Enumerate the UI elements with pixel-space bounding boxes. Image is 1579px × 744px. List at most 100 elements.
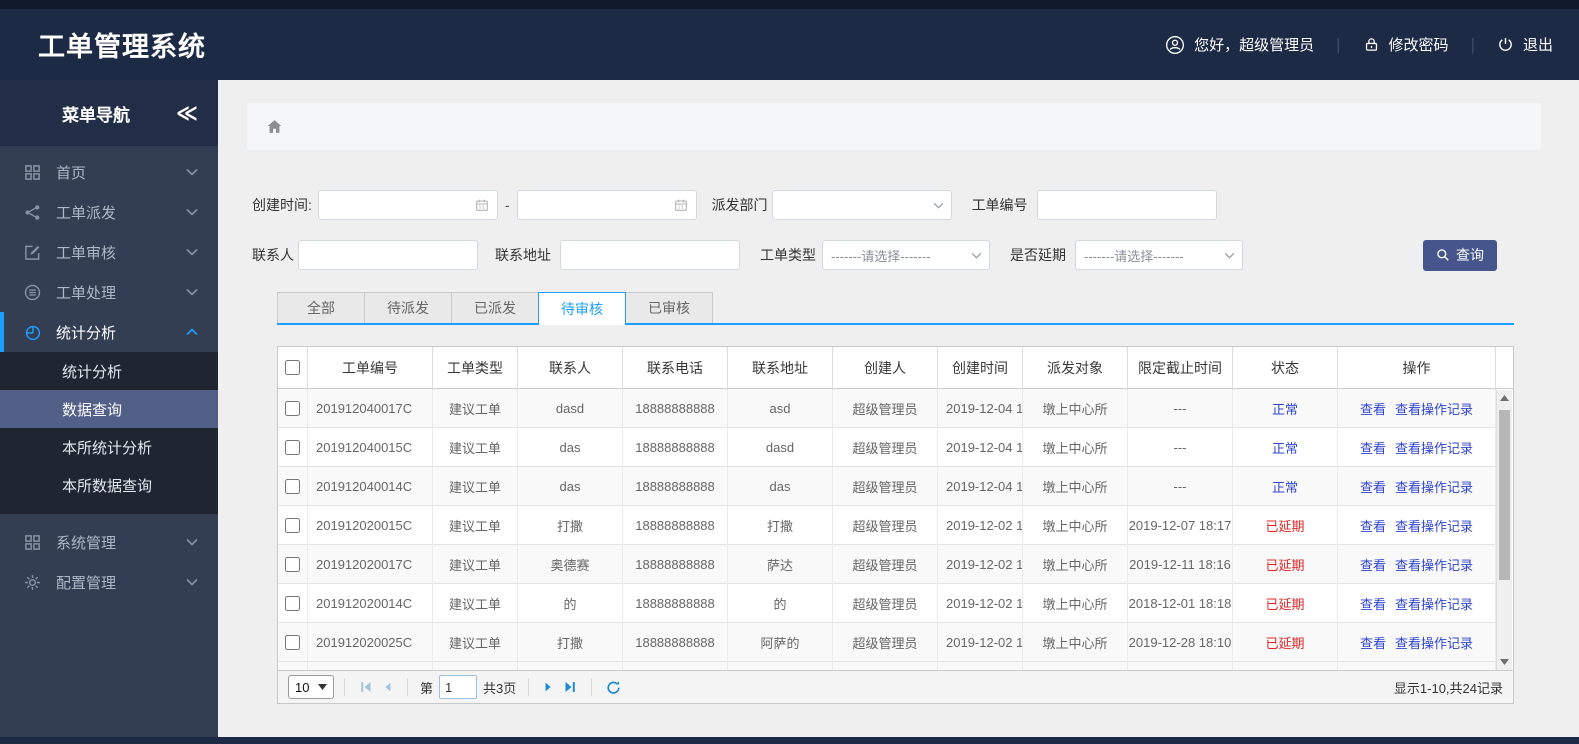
row-checkbox[interactable] (285, 634, 300, 650)
submenu-item-local-data-query[interactable]: 本所数据查询 (0, 466, 218, 504)
submenu-item-data-query[interactable]: 数据查询 (0, 390, 218, 428)
cell-order-type: 建议工单 (433, 428, 518, 467)
table-row: 201912040015C 建议工单 das 18888888888 dasd … (278, 428, 1496, 467)
home-icon[interactable] (265, 117, 284, 136)
view-link[interactable]: 查看 (1359, 401, 1386, 417)
view-link[interactable]: 查看 (1359, 518, 1386, 534)
view-log-link[interactable]: 查看操作记录 (1395, 401, 1474, 417)
grid-icon (24, 163, 42, 181)
cell-actions: 查看 查看操作记录 (1338, 506, 1496, 545)
cell-dispatch-target: 墩上中心所 (1023, 545, 1128, 584)
row-checkbox[interactable] (285, 478, 300, 494)
scrollbar-thumb[interactable] (1499, 410, 1510, 580)
tab-pending-dispatch[interactable]: 待派发 (364, 292, 452, 323)
column-header: 联系电话 (623, 347, 728, 389)
main-content: 创建时间: - 派发部门 工单编号 联系人 (218, 80, 1579, 737)
scroll-up-icon[interactable] (1497, 390, 1512, 406)
calendar-icon[interactable] (470, 194, 494, 216)
sidebar-item-label: 配置管理 (56, 574, 117, 592)
tab-all[interactable]: 全部 (277, 292, 365, 323)
created-time-from-input[interactable] (317, 190, 498, 220)
submenu-label: 本所数据查询 (62, 477, 153, 495)
record-summary: 显示1-10,共24记录 (1393, 680, 1503, 696)
cell-order-no: 201912020014C (308, 584, 433, 623)
view-log-link[interactable]: 查看操作记录 (1395, 440, 1474, 456)
cell-creator: 超级管理员 (833, 428, 938, 467)
cell-dispatch-target: 墩上中心所 (1023, 584, 1128, 623)
submenu-item-local-statistics[interactable]: 本所统计分析 (0, 428, 218, 466)
row-checkbox[interactable] (285, 400, 300, 416)
table-body: 201912040017C 建议工单 dasd 18888888888 asd … (278, 389, 1496, 670)
share-icon (24, 203, 42, 221)
view-log-link[interactable]: 查看操作记录 (1395, 635, 1474, 651)
sidebar-item-review[interactable]: 工单审核 (0, 232, 218, 272)
tab-reviewed[interactable]: 已审核 (625, 292, 713, 323)
view-link[interactable]: 查看 (1359, 635, 1386, 651)
refresh-button[interactable] (602, 678, 625, 697)
view-link[interactable]: 查看 (1359, 557, 1386, 573)
row-checkbox[interactable] (285, 595, 300, 611)
user-greeting[interactable]: 您好，超级管理员 (1165, 34, 1314, 55)
column-header: 创建人 (833, 347, 938, 389)
collapse-sidebar-icon[interactable]: ≪ (176, 101, 198, 125)
page-size-select[interactable]: 10 (288, 675, 334, 699)
tab-dispatched[interactable]: 已派发 (451, 292, 539, 323)
table-scrollbar[interactable] (1496, 390, 1512, 670)
date-range-separator: - (504, 197, 510, 213)
chevron-down-icon (186, 168, 198, 176)
search-button[interactable]: 查询 (1423, 239, 1497, 271)
sidebar-item-process[interactable]: 工单处理 (0, 272, 218, 312)
order-no-input[interactable] (1036, 190, 1217, 220)
created-time-to-input[interactable] (516, 190, 697, 220)
view-link[interactable]: 查看 (1359, 440, 1386, 456)
submenu-label: 统计分析 (62, 363, 123, 381)
cell-phone (623, 662, 728, 670)
address-input[interactable] (560, 240, 740, 270)
tab-pending-review[interactable]: 待审核 (538, 292, 626, 325)
view-log-link[interactable]: 查看操作记录 (1395, 596, 1474, 612)
first-page-button[interactable] (355, 678, 377, 696)
prev-page-button[interactable] (377, 678, 397, 696)
view-link[interactable]: 查看 (1359, 479, 1386, 495)
pagination-bar: 10 第 共3页 显示1-10,共24记录 (277, 671, 1514, 704)
view-link[interactable]: 查看 (1359, 596, 1386, 612)
sidebar-item-label: 系统管理 (56, 534, 117, 552)
calendar-icon[interactable] (669, 194, 693, 216)
sidebar-item-config[interactable]: 配置管理 (0, 562, 218, 602)
cell-deadline: 2019-12-07 18:17 (1128, 506, 1233, 545)
sidebar-item-dispatch[interactable]: 工单派发 (0, 192, 218, 232)
view-log-link[interactable]: 查看操作记录 (1395, 518, 1474, 534)
sidebar-item-label: 工单派发 (56, 204, 117, 222)
next-page-button[interactable] (539, 678, 559, 696)
order-type-select[interactable]: -------请选择------- (822, 240, 990, 270)
is-delayed-select[interactable]: -------请选择------- (1075, 240, 1243, 270)
lock-icon (1363, 36, 1380, 53)
view-log-link[interactable]: 查看操作记录 (1395, 557, 1474, 573)
view-log-link[interactable]: 查看操作记录 (1395, 479, 1474, 495)
last-page-button[interactable] (559, 678, 581, 696)
sidebar-item-statistics[interactable]: 统计分析 (0, 312, 218, 352)
scroll-down-icon[interactable] (1497, 654, 1512, 670)
select-all-checkbox[interactable] (285, 360, 300, 375)
contact-input[interactable] (298, 240, 478, 270)
change-password-button[interactable]: 修改密码 (1363, 34, 1449, 55)
sidebar-item-label: 首页 (56, 164, 87, 182)
submenu-item-statistics[interactable]: 统计分析 (0, 352, 218, 390)
sidebar-item-label: 工单审核 (56, 244, 117, 262)
cell-order-type: 建议工单 (433, 389, 518, 428)
page-number-input[interactable] (439, 675, 478, 699)
cell-creator: 超级管理员 (833, 545, 938, 584)
chevron-down-icon (186, 538, 198, 546)
sidebar-item-system[interactable]: 系统管理 (0, 522, 218, 562)
cell-actions (1338, 662, 1496, 670)
row-checkbox[interactable] (285, 439, 300, 455)
logout-button[interactable]: 退出 (1497, 34, 1553, 55)
process-icon (24, 283, 42, 301)
gear-icon (24, 573, 42, 591)
row-checkbox[interactable] (285, 517, 300, 533)
sidebar-item-home[interactable]: 首页 (0, 152, 218, 192)
column-header: 工单类型 (433, 347, 518, 389)
dispatch-dept-select[interactable] (771, 190, 952, 220)
cell-creator: 超级管理员 (833, 623, 938, 662)
row-checkbox[interactable] (285, 556, 300, 572)
